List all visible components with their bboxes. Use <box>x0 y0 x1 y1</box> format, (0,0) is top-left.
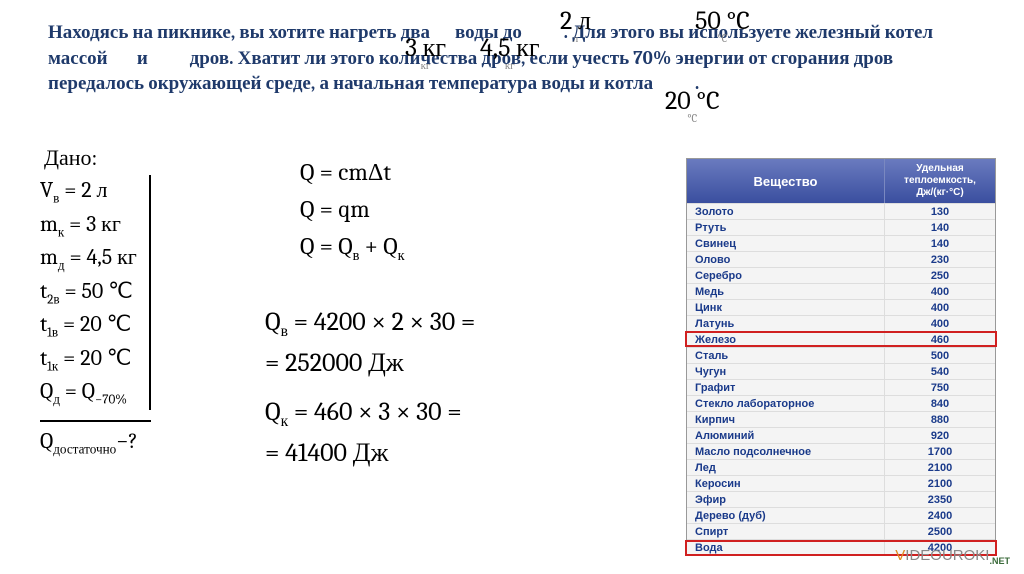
table-cell-value: 840 <box>885 396 995 411</box>
table-header: Вещество Удельная теплоемкость, Дж/(кг·°… <box>687 159 995 203</box>
calc-line: Qв = 4200 × 2 × 30 = <box>265 302 475 343</box>
table-cell-substance: Серебро <box>687 268 885 283</box>
table-header-value: Удельная теплоемкость, Дж/(кг·°С) <box>885 159 995 203</box>
given-section: Дано: Vв = 2 лmк = 3 кгmд = 4,5 кгt2в = … <box>40 145 151 457</box>
calc-line: = 252000 Дж <box>265 343 475 383</box>
table-row: Кирпич880 <box>687 411 995 427</box>
table-cell-value: 130 <box>885 204 995 219</box>
inline-value: 50 °C°C <box>695 6 750 45</box>
formula-line: Q = Qв + Qк <box>300 228 405 267</box>
table-row: Стекло лабораторное840 <box>687 395 995 411</box>
given-item: mк = 3 кг <box>40 209 137 243</box>
table-cell-substance: Алюминий <box>687 428 885 443</box>
table-cell-value: 230 <box>885 252 995 267</box>
inline-value: 3 кгкг <box>405 33 446 72</box>
given-item: t1в = 20 ℃ <box>40 309 137 343</box>
table-cell-value: 750 <box>885 380 995 395</box>
table-row: Масло подсолнечное1700 <box>687 443 995 459</box>
table-cell-substance: Эфир <box>687 492 885 507</box>
table-cell-value: 140 <box>885 220 995 235</box>
table-cell-value: 140 <box>885 236 995 251</box>
table-row: Железо460 <box>687 331 995 347</box>
table-cell-value: 460 <box>885 332 995 347</box>
table-row: Медь400 <box>687 283 995 299</box>
table-row: Ртуть140 <box>687 219 995 235</box>
table-cell-substance: Лед <box>687 460 885 475</box>
table-cell-value: 250 <box>885 268 995 283</box>
table-cell-substance: Ртуть <box>687 220 885 235</box>
table-row: Дерево (дуб)2400 <box>687 507 995 523</box>
given-item: Qд = Q−70% <box>40 376 137 410</box>
inline-value: 4,5 кгкг <box>480 33 540 72</box>
table-cell-value: 920 <box>885 428 995 443</box>
table-cell-substance: Сталь <box>687 348 885 363</box>
given-find: Qдостаточно−? <box>40 420 151 457</box>
table-cell-substance: Цинк <box>687 300 885 315</box>
logo-net: .NET <box>989 556 1010 566</box>
table-cell-substance: Свинец <box>687 236 885 251</box>
table-row: Сталь500 <box>687 347 995 363</box>
inline-value: 20 °C°C <box>665 86 720 125</box>
given-item: t2в = 50 ℃ <box>40 276 137 310</box>
table-cell-substance: Латунь <box>687 316 885 331</box>
calculation-water: Qв = 4200 × 2 × 30 == 252000 Дж <box>265 302 475 384</box>
table-cell-substance: Чугун <box>687 364 885 379</box>
logo-text: IDEOUROKI <box>905 547 989 564</box>
table-cell-value: 2100 <box>885 476 995 491</box>
given-item: Vв = 2 л <box>40 175 137 209</box>
table-cell-value: 1700 <box>885 444 995 459</box>
table-cell-substance: Масло подсолнечное <box>687 444 885 459</box>
table-cell-value: 2400 <box>885 508 995 523</box>
given-item: t1к = 20 ℃ <box>40 343 137 377</box>
table-row: Керосин2100 <box>687 475 995 491</box>
table-cell-value: 400 <box>885 284 995 299</box>
table-cell-substance: Спирт <box>687 524 885 539</box>
table-cell-value: 2500 <box>885 524 995 539</box>
table-cell-value: 540 <box>885 364 995 379</box>
table-cell-substance: Золото <box>687 204 885 219</box>
table-row: Чугун540 <box>687 363 995 379</box>
table-cell-substance: Дерево (дуб) <box>687 508 885 523</box>
table-row: Латунь400 <box>687 315 995 331</box>
formula-line: Q = cmΔt <box>300 154 405 191</box>
table-row: Серебро250 <box>687 267 995 283</box>
logo-v: V <box>895 547 905 564</box>
formulas-block: Q = cmΔtQ = qmQ = Qв + Qк <box>300 154 405 268</box>
table-row: Олово230 <box>687 251 995 267</box>
table-cell-substance: Керосин <box>687 476 885 491</box>
table-cell-substance: Вода <box>687 540 885 555</box>
table-cell-value: 400 <box>885 300 995 315</box>
table-row: Эфир2350 <box>687 491 995 507</box>
table-cell-value: 2350 <box>885 492 995 507</box>
formula-line: Q = qm <box>300 191 405 228</box>
table-cell-substance: Олово <box>687 252 885 267</box>
calc-line: = 41400 Дж <box>265 433 462 473</box>
inline-value: 2 лл <box>560 6 591 45</box>
table-cell-value: 2100 <box>885 460 995 475</box>
table-row: Алюминий920 <box>687 427 995 443</box>
table-cell-substance: Графит <box>687 380 885 395</box>
logo: VIDEOUROKI.NET <box>895 547 1010 566</box>
table-row: Свинец140 <box>687 235 995 251</box>
table-row: Графит750 <box>687 379 995 395</box>
given-title: Дано: <box>40 145 151 171</box>
table-cell-substance: Железо <box>687 332 885 347</box>
table-cell-value: 500 <box>885 348 995 363</box>
table-cell-value: 400 <box>885 316 995 331</box>
table-row: Золото130 <box>687 203 995 219</box>
calc-line: Qк = 460 × 3 × 30 = <box>265 392 462 433</box>
table-row: Цинк400 <box>687 299 995 315</box>
table-cell-substance: Медь <box>687 284 885 299</box>
heat-capacity-table: Вещество Удельная теплоемкость, Дж/(кг·°… <box>686 158 996 556</box>
given-item: mд = 4,5 кг <box>40 242 137 276</box>
table-cell-substance: Кирпич <box>687 412 885 427</box>
calculation-kettle: Qк = 460 × 3 × 30 == 41400 Дж <box>265 392 462 474</box>
table-row: Лед2100 <box>687 459 995 475</box>
table-header-substance: Вещество <box>687 159 885 203</box>
table-cell-substance: Стекло лабораторное <box>687 396 885 411</box>
table-row: Спирт2500 <box>687 523 995 539</box>
table-cell-value: 880 <box>885 412 995 427</box>
